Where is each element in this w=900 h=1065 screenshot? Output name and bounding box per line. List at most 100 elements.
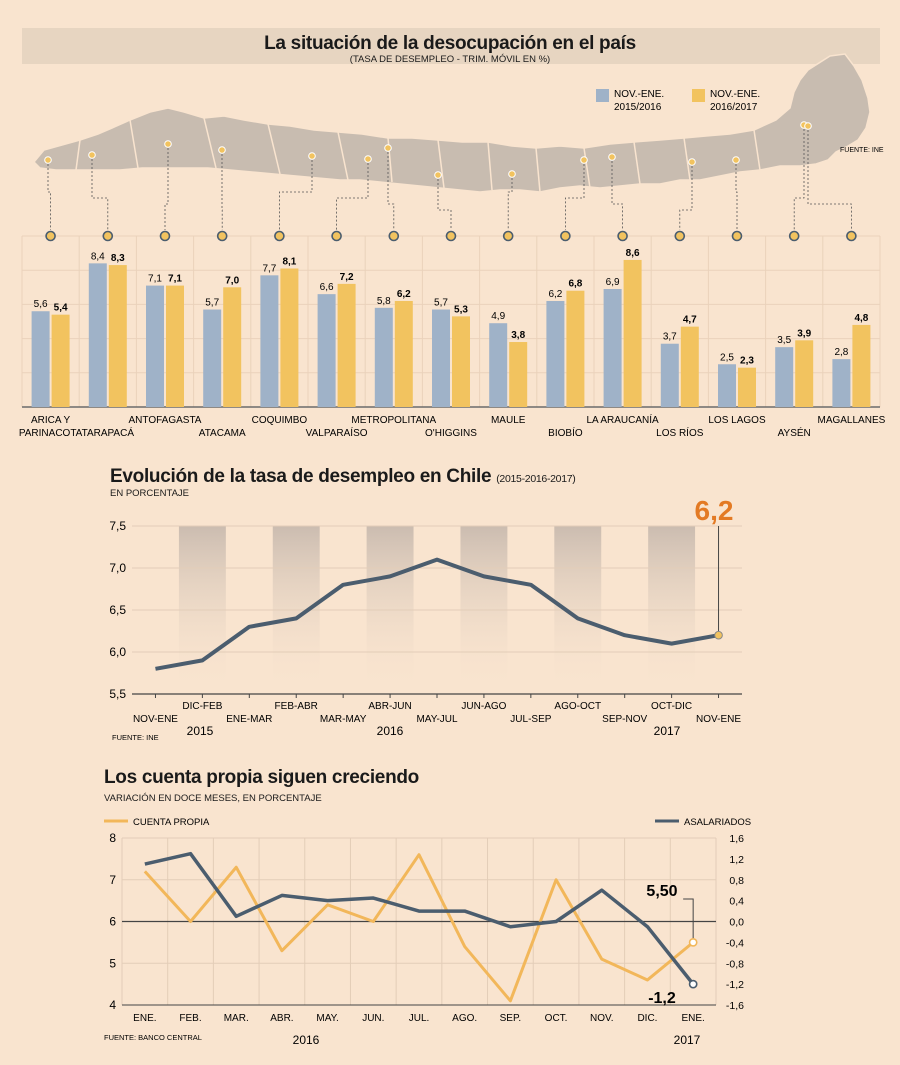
bar-prev: [832, 359, 851, 407]
legend-swatch-2016: [692, 89, 705, 102]
self-chart-body: 4 5 6 7 8 -1,6 -1,2 -0,8 -0,4 0,0 0,4 0,8 1,2 1,6 ENE.…: [109, 831, 744, 1024]
bar-category-label: LA ARAUCANÍA: [586, 413, 659, 426]
bar-curr: [795, 340, 814, 407]
self-yright-label: 1,6: [729, 833, 744, 845]
bar-curr: [394, 300, 413, 407]
self-xtick-label: ABR.: [270, 1013, 293, 1024]
map-region-dot: [88, 151, 96, 159]
map-region-dot: [364, 155, 372, 163]
bar-value-label: 7,2: [340, 272, 354, 283]
self-yright-label: 1,2: [729, 854, 744, 866]
self-yleft-label: 8: [109, 831, 116, 845]
trend-xtick-label: ABR-JUN: [368, 701, 411, 712]
bar-prev: [88, 263, 107, 407]
trend-title-suffix: (2015-2016-2017): [496, 473, 576, 485]
bar-value-label: 6,9: [606, 277, 620, 288]
map-connector-line: [807, 130, 852, 230]
trend-xtick-label: MAR-MAY: [320, 714, 367, 725]
bar-curr: [337, 283, 356, 407]
map-connector-line: [611, 161, 623, 230]
self-year-2016: 2016: [293, 1033, 320, 1047]
bar-curr: [680, 326, 699, 407]
unemployment-trend-chart: 5,5 6,0 6,5 7,0 7,5 NOV-ENE DIC-FEB ENE-MARFEB-…: [109, 495, 742, 742]
callout-asalariados: -1,2: [648, 990, 676, 1007]
self-xtick-label: AGO.: [452, 1013, 477, 1024]
self-yleft-label: 7: [109, 873, 116, 887]
map-region-dot: [44, 156, 52, 164]
bar-value-label: 7,1: [168, 274, 182, 285]
bar-prev: [31, 311, 50, 407]
bar-value-label: 2,8: [834, 347, 848, 358]
map-connector-line: [565, 164, 585, 230]
self-yright-label: 0,8: [729, 875, 744, 887]
legend-swatch-2015: [596, 89, 609, 102]
bar-curr: [509, 342, 528, 407]
region-marker-dot: [617, 230, 628, 242]
map-connector-line: [507, 178, 513, 230]
bar-curr: [738, 367, 756, 407]
trend-chart-body: 5,5 6,0 6,5 7,0 7,5 NOV-ENE DIC-FEB ENE-MARFEB-…: [109, 519, 742, 725]
legend-label-2016-line2: 2016/2017: [710, 102, 758, 113]
region-marker-dot: [45, 230, 56, 242]
bar-curr: [452, 316, 470, 407]
bar-prev: [660, 343, 679, 407]
bar-curr: [280, 268, 299, 407]
self-xtick-label: MAR.: [224, 1013, 249, 1024]
map-connector-line: [47, 164, 51, 230]
trend-xtick-label: SEP-NOV: [602, 714, 647, 725]
legend-label-2016-line1: NOV.-ENE.: [710, 89, 760, 100]
self-panel-subtitle: VARIACIÓN EN DOCE MESES, EN PORCENTAJE: [104, 793, 322, 804]
trend-xtick-label: NOV-ENE: [133, 714, 178, 725]
bar-category-label: COQUIMBO: [252, 415, 308, 426]
bar-category-label: AYSÉN: [778, 426, 811, 439]
bar-prev: [718, 364, 736, 407]
self-source: FUENTE: BANCO CENTRAL: [104, 1033, 202, 1042]
trend-ytick-label: 7,0: [109, 561, 126, 575]
self-xtick-label: JUL.: [409, 1013, 430, 1024]
self-xtick-label: FEB.: [179, 1013, 201, 1024]
legend-label-2015-line1: NOV.-ENE.: [614, 89, 664, 100]
map-connector-line: [679, 166, 693, 230]
map-connector-line: [336, 163, 369, 230]
region-marker-dot: [445, 230, 457, 242]
bar-value-label: 6,2: [548, 289, 562, 300]
region-marker-dot: [102, 230, 114, 242]
region-marker-dot: [331, 230, 342, 242]
self-panel-title: Los cuenta propia siguen creciendo: [104, 767, 419, 788]
self-yright-label: -0,8: [726, 958, 744, 970]
bar-prev: [489, 323, 508, 407]
bar-value-label: 7,0: [225, 275, 239, 286]
trend-title-text: Evolución de la tasa de desempleo en Chi…: [110, 466, 492, 487]
asalariados-last-point: [688, 979, 698, 989]
bar-value-label: 6,8: [568, 279, 582, 290]
map-source: FUENTE: INE: [840, 147, 884, 154]
self-yright-label: 0,4: [729, 896, 744, 908]
trend-xtick-label: JUL-SEP: [510, 714, 551, 725]
bar-curr: [51, 314, 70, 407]
trend-xtick-label: FEB-ABR: [275, 701, 318, 712]
bar-prev: [603, 289, 622, 407]
trend-panel-title: Evolución de la tasa de desempleo en Chi…: [110, 466, 576, 488]
bar-value-label: 5,7: [434, 298, 448, 309]
bar-chart-body: 5,6 5,4 ARICA Y PARINACOTA 8,4 8,3 TARAPACÁ 7,1…: [19, 230, 886, 439]
bar-value-label: 8,4: [91, 251, 105, 262]
bar-curr: [852, 324, 871, 407]
map-connectors: [44, 121, 852, 230]
trend-xtick-label: DIC-FEB: [182, 701, 222, 712]
map-panel-title: La situación de la desocupación en el pa…: [264, 33, 636, 54]
trend-panel-subtitle: EN PORCENTAJE: [110, 488, 190, 499]
self-xtick-label: OCT.: [545, 1013, 568, 1024]
map-region-dot: [608, 153, 616, 161]
bar-value-label: 2,3: [740, 356, 754, 367]
region-marker-dot: [274, 230, 285, 242]
bar-value-label: 8,1: [282, 256, 296, 267]
bar-value-label: 3,9: [797, 328, 811, 339]
map-region-dot: [580, 156, 588, 164]
bar-value-label: 4,9: [491, 311, 505, 322]
region-marker-dot: [788, 230, 800, 242]
bar-value-label: 6,6: [320, 282, 334, 293]
trend-xtick-label: ENE-MAR: [226, 714, 272, 725]
self-xtick-label: JUN.: [362, 1013, 384, 1024]
trend-highlight-value: 6,2: [695, 495, 734, 526]
